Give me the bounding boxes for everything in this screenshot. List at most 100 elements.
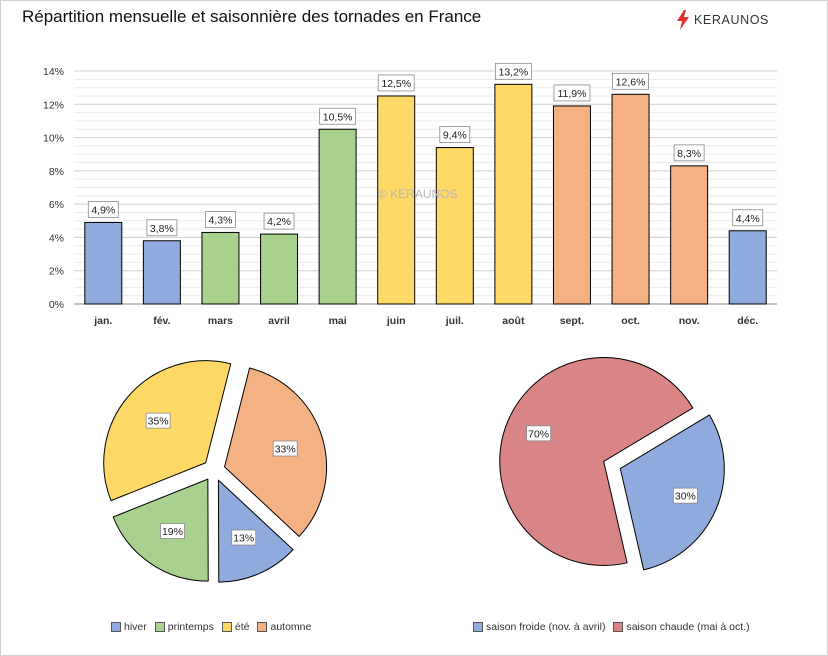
legend-label: automne <box>270 621 312 633</box>
slice-label-box <box>160 523 185 539</box>
data-label: 8,3% <box>677 148 701 160</box>
x-tick-label: jan. <box>93 315 112 327</box>
bar <box>552 105 591 305</box>
slice-label-box <box>272 440 298 457</box>
season-pie-chart: 13% 19% 35% 33% <box>103 360 327 583</box>
monthly-bar-chart: 0% 2% 4% 6% 8% 10% 12% 14% 4,9% jan. 3,8% fév. 4,3% m… <box>43 62 777 327</box>
data-label-box <box>319 107 357 125</box>
data-label-box <box>612 72 649 90</box>
brand-logo: KERAUNOS <box>676 10 769 30</box>
data-label: 4,3% <box>208 214 232 226</box>
x-tick-label: juin <box>386 315 406 327</box>
legend-item: saison chaude (mai à oct.) <box>613 621 750 633</box>
pie-slice <box>499 357 694 566</box>
x-tick-label: fév. <box>153 315 170 327</box>
pie-slice <box>619 414 725 571</box>
bar <box>260 233 299 305</box>
legend-label: printemps <box>167 621 214 633</box>
data-label-box <box>673 144 705 162</box>
bar <box>84 221 123 305</box>
slice-label: 35% <box>148 416 169 428</box>
pie-slice <box>103 360 232 502</box>
slice-label-box <box>672 487 698 504</box>
x-tick-label: avril <box>268 315 290 327</box>
x-tick-label: nov. <box>679 315 700 327</box>
legend-swatch <box>613 622 624 632</box>
y-tick-label: 10% <box>43 133 64 145</box>
bar <box>611 93 650 305</box>
data-label: 4,4% <box>736 213 760 225</box>
logo-text: KERAUNOS <box>694 13 769 27</box>
data-label: 12,5% <box>381 78 411 90</box>
data-label-box <box>553 84 591 102</box>
legend-item: automne <box>257 621 311 633</box>
x-tick-label: oct. <box>621 315 640 327</box>
legend-swatch <box>473 622 483 632</box>
slice-label: 33% <box>275 444 296 456</box>
bar <box>670 165 709 305</box>
legend-label: été <box>234 621 250 633</box>
slice-label-box <box>526 425 552 442</box>
slice-label-box <box>231 529 257 546</box>
y-tick-label: 6% <box>49 199 64 211</box>
legend-item: saison froide (nov. à avril) <box>473 621 605 633</box>
y-tick-label: 4% <box>49 232 64 244</box>
data-label: 10,5% <box>323 111 353 123</box>
legend-swatch <box>221 622 232 632</box>
data-label-box <box>263 212 295 230</box>
data-label: 4,2% <box>267 216 291 228</box>
data-label-box <box>146 219 178 237</box>
x-tick-label: mai <box>329 315 347 327</box>
legend-label: saison froide (nov. à avril) <box>486 621 606 633</box>
data-label: 4,9% <box>91 204 115 216</box>
data-label-box <box>732 209 764 227</box>
data-label-box <box>377 74 415 92</box>
bar <box>728 230 767 305</box>
half-year-legend: saison froide (nov. à avril) saison chaud… <box>473 621 750 633</box>
bar <box>377 95 416 305</box>
bar <box>494 83 533 305</box>
x-tick-label: juil. <box>445 315 464 327</box>
data-label-box <box>87 201 119 218</box>
x-tick-label: mars <box>208 315 233 327</box>
data-label: 3,8% <box>150 223 174 235</box>
data-label: 13,2% <box>498 66 528 78</box>
y-tick-label: 2% <box>49 266 64 278</box>
x-tick-label: août <box>502 315 525 327</box>
slice-label: 30% <box>675 491 696 503</box>
y-tick-label: 8% <box>49 166 64 178</box>
bar <box>142 240 181 305</box>
bar <box>201 231 240 305</box>
x-tick-label: déc. <box>737 315 758 327</box>
half-year-pie-chart: 30% 70% <box>499 357 725 571</box>
slice-label: 13% <box>233 533 254 545</box>
y-tick-label: 14% <box>43 66 64 78</box>
legend-swatch <box>257 622 268 632</box>
data-label-box <box>494 62 532 80</box>
y-tick-label: 0% <box>49 299 64 311</box>
slice-label: 70% <box>528 428 549 440</box>
legend-item: hiver <box>111 621 147 633</box>
legend-item: été <box>221 621 250 633</box>
data-label-box <box>439 126 471 143</box>
data-label: 12,6% <box>616 76 646 88</box>
legend-swatch <box>111 622 121 632</box>
slice-label-box <box>145 412 171 429</box>
bar <box>435 147 474 305</box>
season-legend: hiver printemps été automne <box>111 621 311 633</box>
x-tick-label: sept. <box>560 315 585 327</box>
lightning-bolt-icon <box>677 10 689 30</box>
legend-swatch <box>154 622 165 632</box>
data-label-box <box>205 211 236 228</box>
legend-label: saison chaude (mai à oct.) <box>626 621 750 633</box>
page-title: Répartition mensuelle et saisonnière des… <box>22 7 482 26</box>
data-label: 11,9% <box>557 88 586 100</box>
watermark: © KERAUNOS <box>378 187 458 201</box>
bar <box>318 128 357 305</box>
data-label: 9,4% <box>443 130 467 142</box>
y-tick-label: 12% <box>43 99 64 111</box>
legend-item: printemps <box>154 621 214 633</box>
slice-label: 19% <box>162 526 183 538</box>
legend-label: hiver <box>124 621 147 633</box>
